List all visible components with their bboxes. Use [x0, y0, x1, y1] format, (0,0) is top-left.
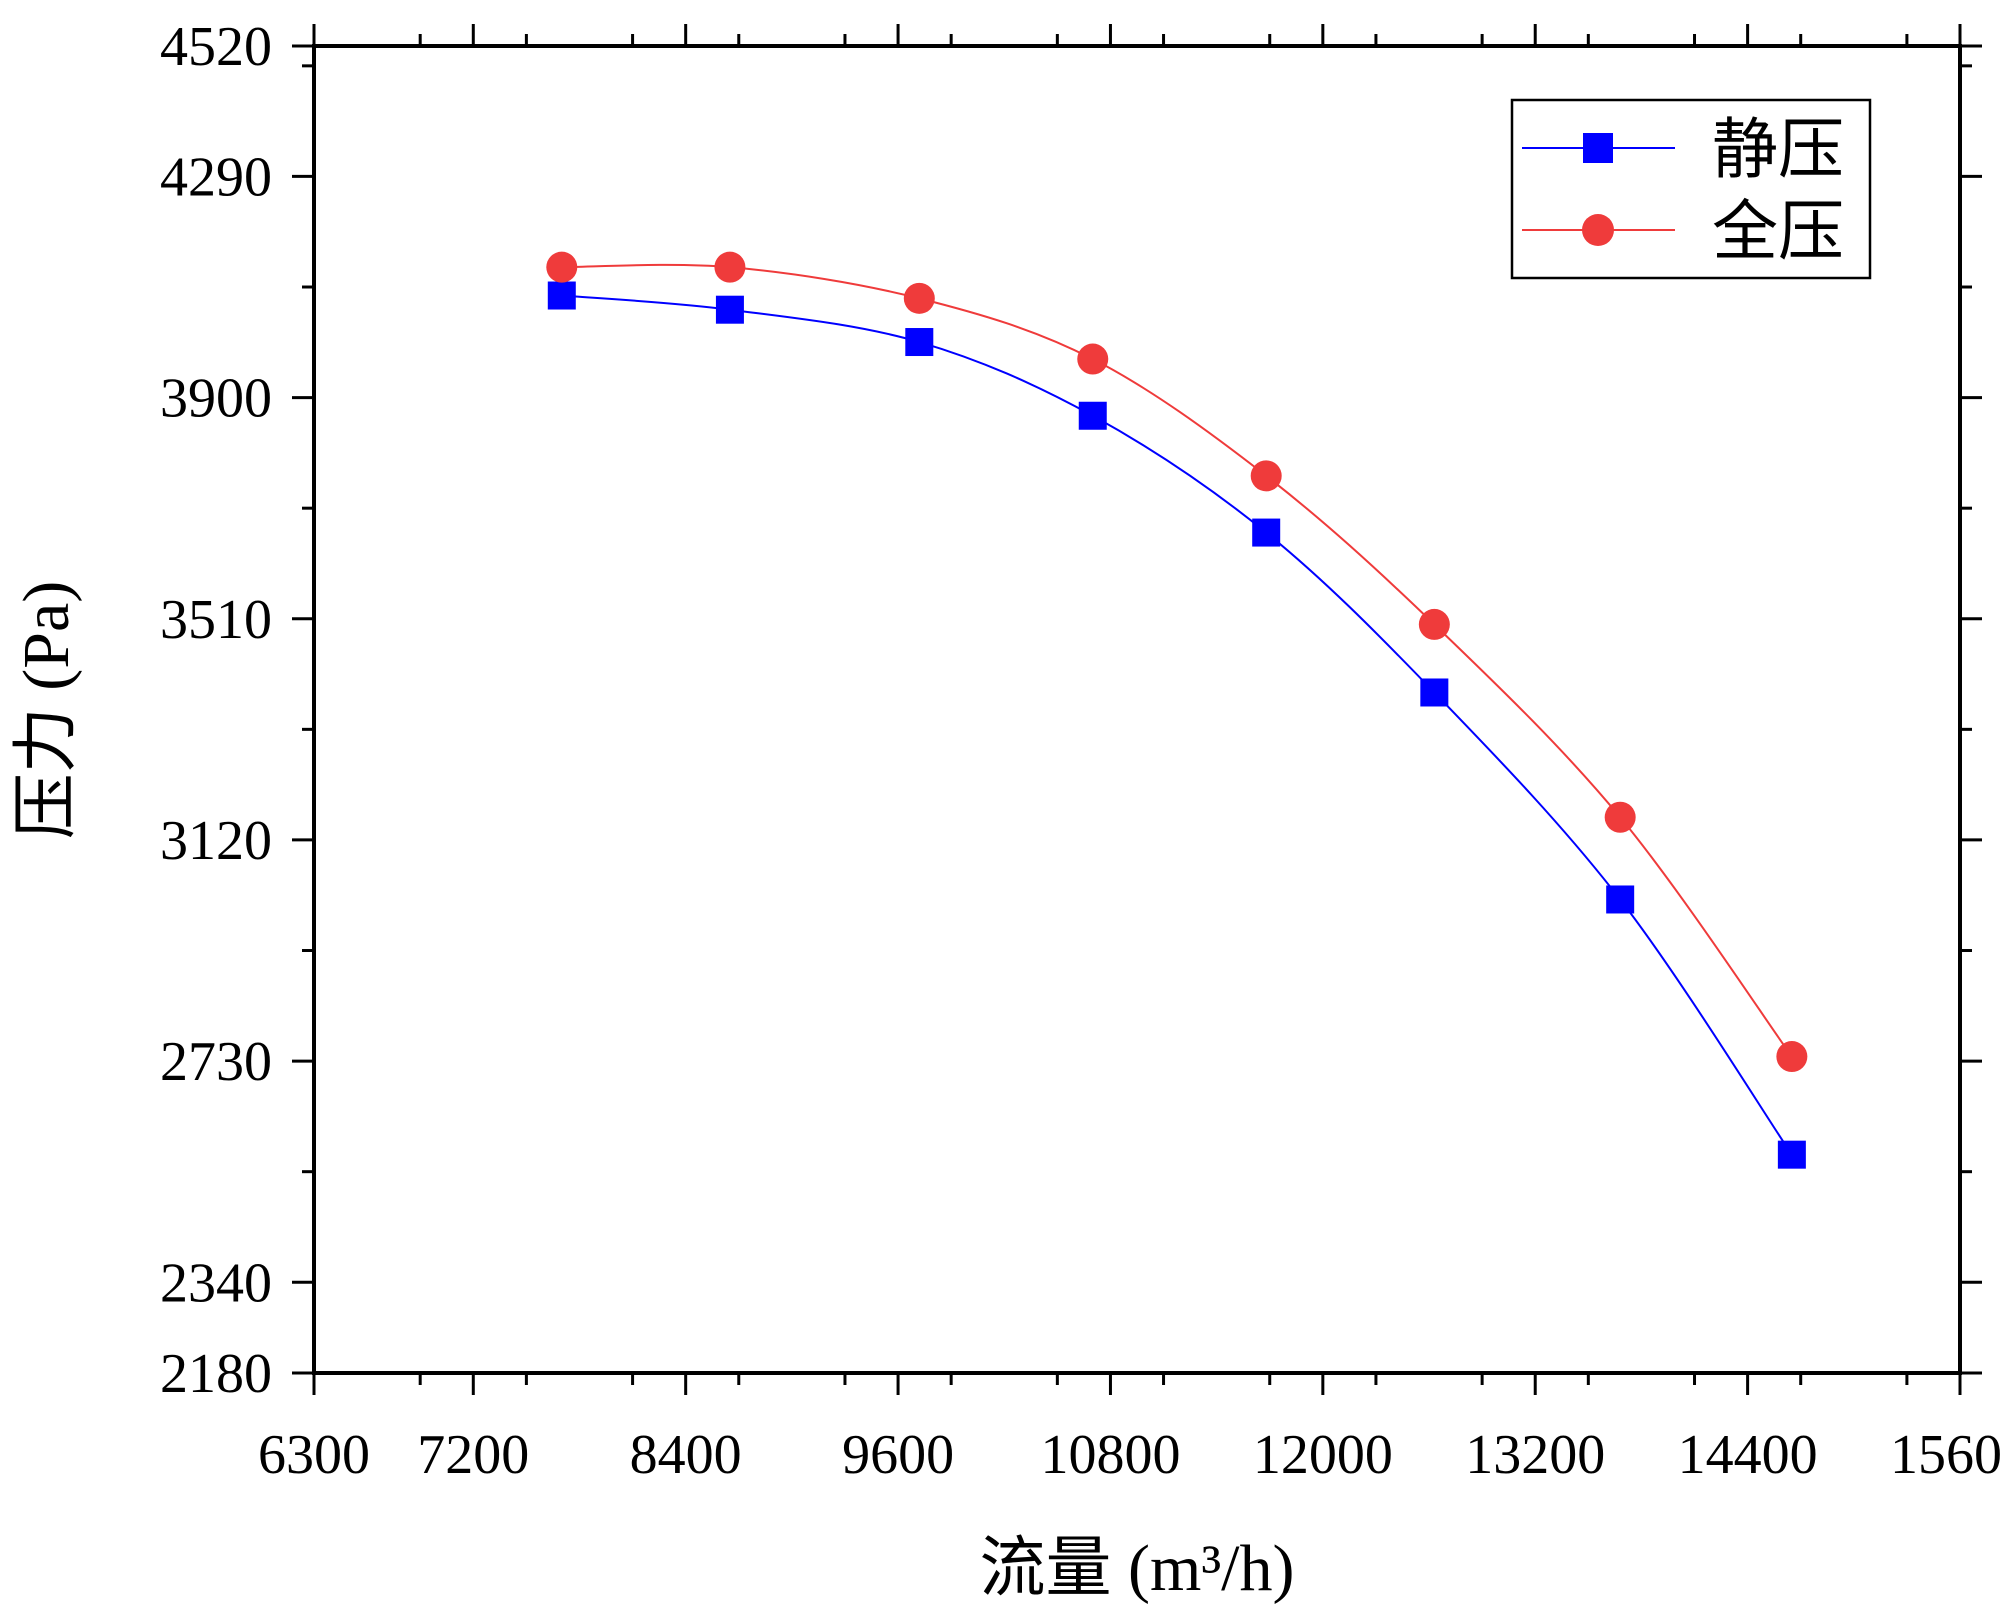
legend-label-static: 静压 — [1712, 114, 1844, 187]
data-point-total — [546, 251, 578, 283]
x-tick-label: 12000 — [1253, 1424, 1393, 1486]
axis-ticks — [292, 24, 1982, 1395]
data-point-static — [905, 328, 934, 357]
legend-box — [1510, 98, 1872, 280]
data-point-static — [1078, 401, 1107, 430]
y-tick-label: 4290 — [160, 146, 272, 208]
plot-frame — [312, 44, 1962, 1375]
data-point-total — [903, 282, 935, 314]
legend-label-total: 全压 — [1712, 196, 1844, 269]
x-axis-title: 流量 (m³/h) — [980, 1532, 1295, 1605]
y-axis-title: 压力 (Pa) — [10, 581, 83, 839]
y-tick-label: 3120 — [160, 810, 272, 872]
x-tick-label: 8400 — [630, 1424, 742, 1486]
data-point-static — [715, 295, 744, 324]
data-point-static — [1252, 518, 1281, 547]
x-tick-label: 14400 — [1678, 1424, 1818, 1486]
y-tick-label: 4520 — [160, 16, 272, 78]
y-tick-label: 2340 — [160, 1252, 272, 1314]
y-tick-label: 3510 — [160, 589, 272, 651]
data-point-static — [547, 281, 576, 310]
y-tick-label: 2180 — [160, 1343, 272, 1405]
x-tick-label: 7200 — [417, 1424, 529, 1486]
x-tick-labels: 6300 7200 8400 9600 10800 12000 13200 14400 1560… — [258, 1424, 2000, 1486]
series-line-total — [561, 263, 1793, 1058]
data-point-total — [1418, 608, 1450, 640]
data-point-total — [1250, 460, 1282, 492]
x-tick-label: 10800 — [1040, 1424, 1180, 1486]
x-tick-label: 6300 — [258, 1424, 370, 1486]
x-tick-label: 15600 — [1890, 1424, 2000, 1486]
series-line-static — [561, 294, 1793, 1156]
data-point-total — [714, 251, 746, 283]
series-layer — [546, 251, 1808, 1169]
data-point-total — [1604, 801, 1636, 833]
data-point-static — [1606, 885, 1635, 914]
x-tick-label: 13200 — [1465, 1424, 1605, 1486]
legend-marker-static — [1583, 133, 1613, 163]
data-point-static — [1777, 1140, 1806, 1169]
y-tick-label: 3900 — [160, 368, 272, 430]
legend-marker-total — [1582, 214, 1614, 246]
legend: 静压 全压 — [1510, 98, 1872, 280]
x-tick-label: 9600 — [842, 1424, 954, 1486]
y-tick-labels: 2180 2340 2730 3120 3510 3900 4290 4520 — [160, 16, 272, 1405]
y-tick-label: 2730 — [160, 1031, 272, 1093]
data-point-total — [1776, 1041, 1808, 1073]
data-point-total — [1077, 343, 1109, 375]
data-point-static — [1420, 678, 1449, 707]
